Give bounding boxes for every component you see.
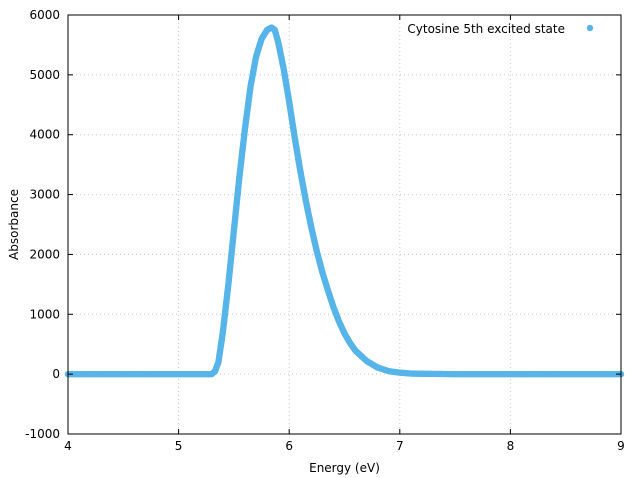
y-tick-label: 0: [52, 367, 60, 381]
x-tick-label: 4: [64, 439, 72, 453]
y-tick-label: -1000: [25, 427, 60, 441]
ticks: 4 5 6 7 8 9 -1000 0 1000 2000 3000 4000 5000 6000: [25, 8, 625, 453]
y-tick-label: 3000: [29, 188, 60, 202]
x-tick-label: 6: [285, 439, 293, 453]
x-tick-label: 7: [396, 439, 404, 453]
data-points: [64, 24, 625, 378]
x-tick-label: 8: [507, 439, 515, 453]
y-tick-label: 1000: [29, 307, 60, 321]
legend-label: Cytosine 5th excited state: [407, 22, 565, 36]
y-tick-label: 4000: [29, 128, 60, 142]
y-axis-label: Absorbance: [7, 189, 21, 260]
y-tick-label: 5000: [29, 68, 60, 82]
legend-marker: [586, 24, 594, 32]
x-axis-label: Energy (eV): [309, 461, 380, 475]
x-tick-label: 5: [175, 439, 183, 453]
y-tick-label: 2000: [29, 247, 60, 261]
legend: Cytosine 5th excited state: [407, 22, 594, 36]
x-tick-label: 9: [617, 439, 625, 453]
y-tick-label: 6000: [29, 8, 60, 22]
plot-frame: [67, 14, 622, 435]
